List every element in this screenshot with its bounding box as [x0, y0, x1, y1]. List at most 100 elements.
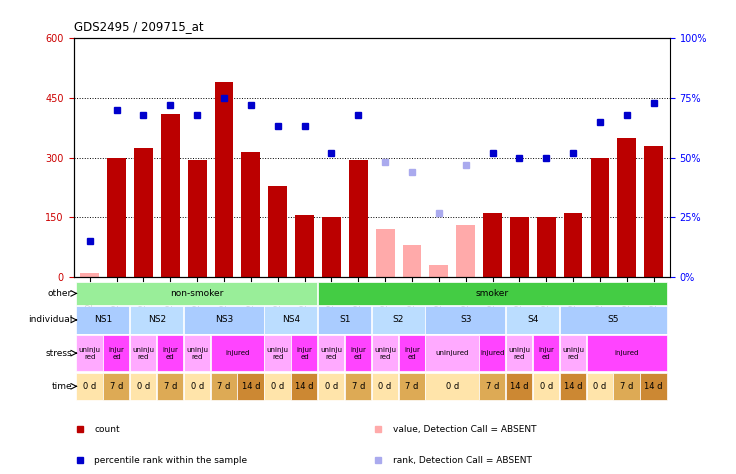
Bar	[318, 335, 344, 371]
Bar	[103, 335, 130, 371]
Bar	[506, 335, 532, 371]
Text: NS1: NS1	[94, 316, 113, 324]
Text: 0 d: 0 d	[271, 382, 284, 391]
Bar	[506, 306, 559, 334]
Bar	[130, 306, 183, 334]
Text: uninju
red: uninju red	[374, 346, 396, 360]
Text: 0 d: 0 d	[325, 382, 338, 391]
Bar	[479, 373, 506, 400]
Text: 14 d: 14 d	[564, 382, 582, 391]
Bar	[130, 373, 156, 400]
Bar	[587, 373, 613, 400]
Bar	[559, 306, 667, 334]
Bar	[510, 218, 528, 277]
Text: injur
ed: injur ed	[538, 346, 554, 360]
Bar	[559, 373, 586, 400]
Text: uninju
red: uninju red	[562, 346, 584, 360]
Bar	[533, 373, 559, 400]
Text: value, Detection Call = ABSENT: value, Detection Call = ABSENT	[392, 425, 536, 434]
Text: uninju
red: uninju red	[266, 346, 289, 360]
Text: uninju
red: uninju red	[132, 346, 155, 360]
Bar	[291, 335, 317, 371]
Text: S1: S1	[339, 316, 350, 324]
Text: uninju
red: uninju red	[320, 346, 342, 360]
Bar	[564, 213, 582, 277]
Bar	[210, 373, 237, 400]
Text: 0 d: 0 d	[83, 382, 96, 391]
Text: time: time	[52, 382, 72, 391]
Bar	[429, 265, 448, 277]
Bar	[269, 185, 287, 277]
Text: other: other	[48, 289, 72, 298]
Bar	[483, 213, 502, 277]
Text: 0 d: 0 d	[445, 382, 459, 391]
Bar	[349, 160, 368, 277]
Text: percentile rank within the sample: percentile rank within the sample	[94, 456, 247, 465]
Bar	[398, 335, 425, 371]
Bar	[80, 273, 99, 277]
Bar	[479, 335, 506, 371]
Bar	[533, 335, 559, 371]
Bar	[345, 335, 371, 371]
Bar	[291, 373, 317, 400]
Bar	[157, 335, 183, 371]
Bar	[264, 373, 291, 400]
Bar	[134, 147, 153, 277]
Text: GDS2495 / 209715_at: GDS2495 / 209715_at	[74, 20, 203, 33]
Bar	[77, 282, 317, 305]
Text: 7 d: 7 d	[406, 382, 419, 391]
Text: individual: individual	[28, 316, 72, 324]
Bar	[264, 306, 317, 334]
Bar	[506, 373, 532, 400]
Bar	[77, 373, 102, 400]
Text: S2: S2	[393, 316, 404, 324]
Bar	[318, 306, 371, 334]
Text: 7 d: 7 d	[352, 382, 365, 391]
Text: S5: S5	[608, 316, 619, 324]
Bar	[456, 226, 475, 277]
Text: 7 d: 7 d	[110, 382, 123, 391]
Text: S3: S3	[460, 316, 472, 324]
Text: NS4: NS4	[282, 316, 300, 324]
Bar	[537, 218, 556, 277]
Bar	[372, 306, 425, 334]
Bar	[644, 146, 663, 277]
Bar	[590, 157, 609, 277]
Bar	[157, 373, 183, 400]
Bar	[103, 373, 130, 400]
Bar	[425, 373, 478, 400]
Bar	[345, 373, 371, 400]
Bar	[425, 306, 506, 334]
Text: 7 d: 7 d	[620, 382, 634, 391]
Bar	[77, 335, 102, 371]
Bar	[587, 335, 667, 371]
Bar	[618, 137, 636, 277]
Text: 7 d: 7 d	[217, 382, 230, 391]
Bar	[425, 335, 478, 371]
Text: uninju
red: uninju red	[509, 346, 531, 360]
Bar	[210, 335, 263, 371]
Bar	[322, 218, 341, 277]
Text: uninju
red: uninju red	[79, 346, 101, 360]
Bar	[398, 373, 425, 400]
Text: NS3: NS3	[215, 316, 233, 324]
Text: injur
ed: injur ed	[297, 346, 313, 360]
Bar	[640, 373, 667, 400]
Text: injur
ed: injur ed	[404, 346, 420, 360]
Text: injur
ed: injur ed	[350, 346, 367, 360]
Text: 7 d: 7 d	[163, 382, 177, 391]
Text: 0 d: 0 d	[539, 382, 553, 391]
Bar	[403, 246, 421, 277]
Text: injur
ed: injur ed	[109, 346, 124, 360]
Bar	[559, 335, 586, 371]
Bar	[238, 373, 263, 400]
Text: S4: S4	[527, 316, 539, 324]
Text: non-smoker: non-smoker	[171, 289, 224, 298]
Text: 7 d: 7 d	[486, 382, 499, 391]
Bar	[372, 335, 398, 371]
Bar	[613, 373, 640, 400]
Text: 14 d: 14 d	[510, 382, 528, 391]
Text: rank, Detection Call = ABSENT: rank, Detection Call = ABSENT	[392, 456, 531, 465]
Text: 0 d: 0 d	[191, 382, 204, 391]
Text: 14 d: 14 d	[295, 382, 314, 391]
